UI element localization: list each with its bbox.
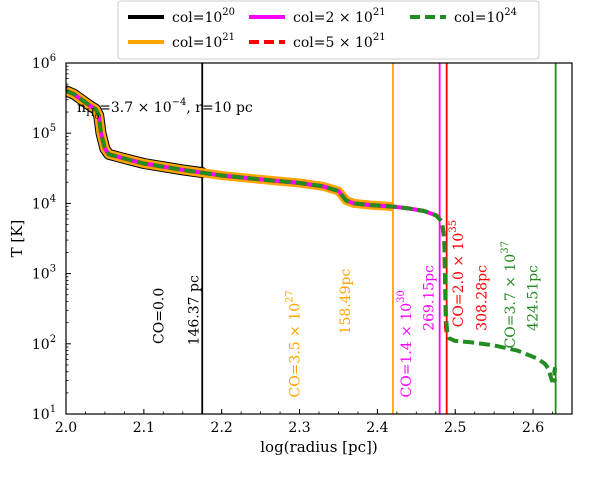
annotation-9: CO=3.7 × 1037	[500, 241, 519, 348]
legend-label-2: col=2 × 1021	[293, 7, 386, 26]
x-tick-label: 2.5	[444, 420, 466, 436]
x-tick-label: 2.1	[133, 420, 155, 436]
reference-lines	[201, 63, 557, 414]
y-tick-label: 103	[32, 264, 56, 283]
annotation-8: 308.28pc	[474, 265, 490, 331]
y-tick-label: 102	[32, 334, 56, 353]
annotations: nH0=3.7 × 10−4, r=10 pc CO=0.0 146.37 pc CO…	[77, 97, 542, 397]
series-lines	[66, 85, 558, 384]
annotation-7: CO=2.0 × 1035	[448, 220, 467, 327]
annotation-1: CO=0.0	[151, 288, 167, 344]
legend-label-4: col=1024	[454, 7, 517, 26]
x-tick-label: 2.3	[288, 420, 310, 436]
annotation-4: 158.49pc	[338, 268, 354, 334]
y-tick-label: 104	[32, 193, 56, 212]
x-axis-label: log(radius [pc])	[260, 438, 377, 456]
annotation-3: CO=3.5 × 1027	[285, 290, 304, 397]
legend-label-3: col=5 × 1021	[293, 32, 386, 51]
x-tick-label: 2.0	[55, 420, 77, 436]
axis-ticks: 2.0 2.1 2.2 2.3 2.4 2.5 2.6 101 102 103 104 105 106	[32, 53, 573, 436]
series-line-4	[66, 89, 558, 384]
legend: col=1020 col=1021 col=2 × 1021 col=5 × 1021…	[117, 0, 540, 60]
annotation-2: 146.37 pc	[186, 275, 202, 345]
annotation-6: 269.15pc	[421, 265, 437, 331]
legend-label-1: col=1021	[172, 32, 235, 51]
y-tick-label: 101	[32, 404, 56, 423]
y-tick-label: 105	[32, 123, 56, 142]
annotation-5: CO=1.4 × 1030	[396, 290, 415, 397]
legend-label-0: col=1020	[172, 7, 235, 26]
y-tick-label: 106	[32, 53, 56, 72]
annotation-10: 424.51pc	[526, 265, 542, 331]
series-line-3	[66, 89, 449, 334]
x-tick-label: 2.6	[522, 420, 544, 436]
x-tick-label: 2.2	[211, 420, 233, 436]
annotation-0: nH0=3.7 × 10−4, r=10 pc	[77, 97, 253, 121]
y-axis-label: T [K]	[8, 220, 26, 258]
x-tick-label: 2.4	[366, 420, 388, 436]
